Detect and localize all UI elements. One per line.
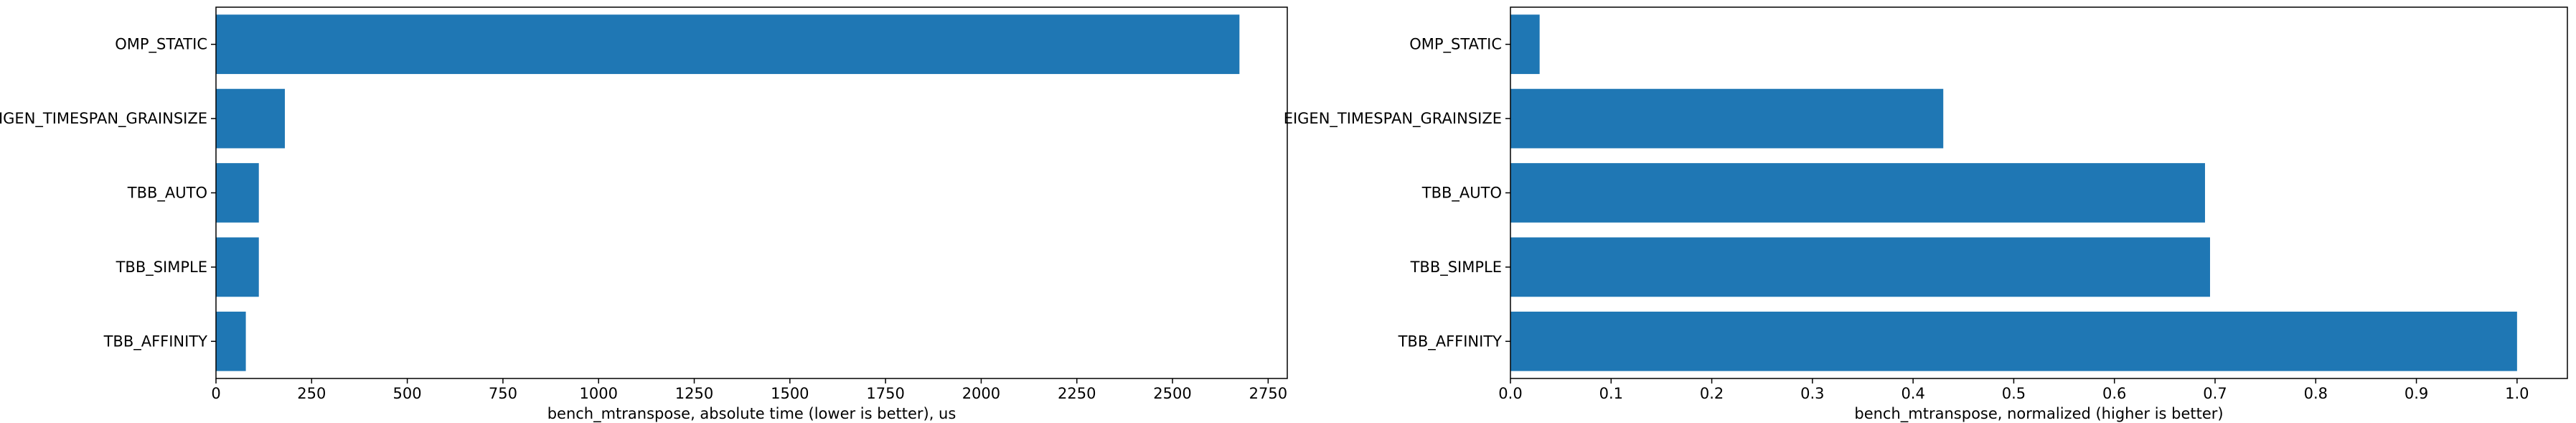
x-tick-label: 0.6 [2102,385,2126,402]
x-tick-label: 0.1 [1599,385,1623,402]
x-tick-label: 2250 [1058,385,1096,402]
bar-tbb-simple [1510,237,2210,297]
x-tick-label: 0 [211,385,220,402]
x-tick-label: 1500 [771,385,809,402]
x-tick-label: 0.0 [1498,385,1522,402]
x-tick-label: 500 [393,385,422,402]
x-tick-label: 2750 [1249,385,1287,402]
x-tick-label: 0.3 [1800,385,1824,402]
axes-frame [215,6,1288,379]
y-tick-label-tbb-auto: TBB_AUTO [1421,185,1502,203]
bar-tbb-affinity [216,311,246,371]
bar-tbb-affinity [1510,311,2517,371]
x-tick-label: 2000 [962,385,1000,402]
y-tick-label-tbb-affinity: TBB_AFFINITY [1398,333,1503,350]
y-tick-label-tbb-auto: TBB_AUTO [127,185,207,203]
x-tick-label: 1000 [579,385,617,402]
y-tick-label-tbb-affinity: TBB_AFFINITY [103,333,208,350]
bar-tbb-simple [216,237,259,297]
bar-omp-static [1510,14,1540,75]
y-tick-label-tbb-simple: TBB_SIMPLE [116,259,207,276]
x-tick-label: 250 [297,385,326,402]
y-tick-label-omp-static: OMP_STATIC [115,36,207,54]
bar-omp-static [216,14,1240,75]
chart-normalized: OMP_STATIC EIGEN_TIMESPAN_GRAINSIZE TBB_AU… [1284,6,2568,423]
x-tick-label: 1750 [866,385,904,402]
x-tick-label: 0.5 [2002,385,2026,402]
axes-frame [1510,6,2568,379]
x-tick-label: 1.0 [2505,385,2529,402]
x-axis-label: bench_mtranspose, absolute time (lower i… [547,405,956,423]
bar-tbb-auto [1510,163,2205,223]
x-tick-label: 0.2 [1700,385,1724,402]
chart-absolute-time: OMP_STATIC EIGEN_TIMESPAN_GRAINSIZE TBB_AU… [0,6,1288,423]
x-tick-label: 0.7 [2203,385,2227,402]
y-tick-label-tbb-simple: TBB_SIMPLE [1410,259,1502,276]
x-axis-label: bench_mtranspose, normalized (higher is … [1854,405,2223,423]
bar-eigen-timespan-grainsize [216,88,285,149]
y-tick-label-eigen-timespan-grainsize: EIGEN_TIMESPAN_GRAINSIZE [1284,110,1502,128]
bar-eigen-timespan-grainsize [1510,88,1944,149]
x-tick-label: 0.8 [2304,385,2328,402]
bar-tbb-auto [216,163,259,223]
x-tick-label: 1250 [675,385,713,402]
x-tick-label: 0.4 [1901,385,1924,402]
x-tick-label: 0.9 [2405,385,2428,402]
x-tick-label: 750 [489,385,517,402]
y-tick-label-omp-static: OMP_STATIC [1409,36,1502,54]
y-tick-label-eigen-timespan-grainsize: EIGEN_TIMESPAN_GRAINSIZE [0,110,207,128]
x-tick-label: 2500 [1153,385,1191,402]
